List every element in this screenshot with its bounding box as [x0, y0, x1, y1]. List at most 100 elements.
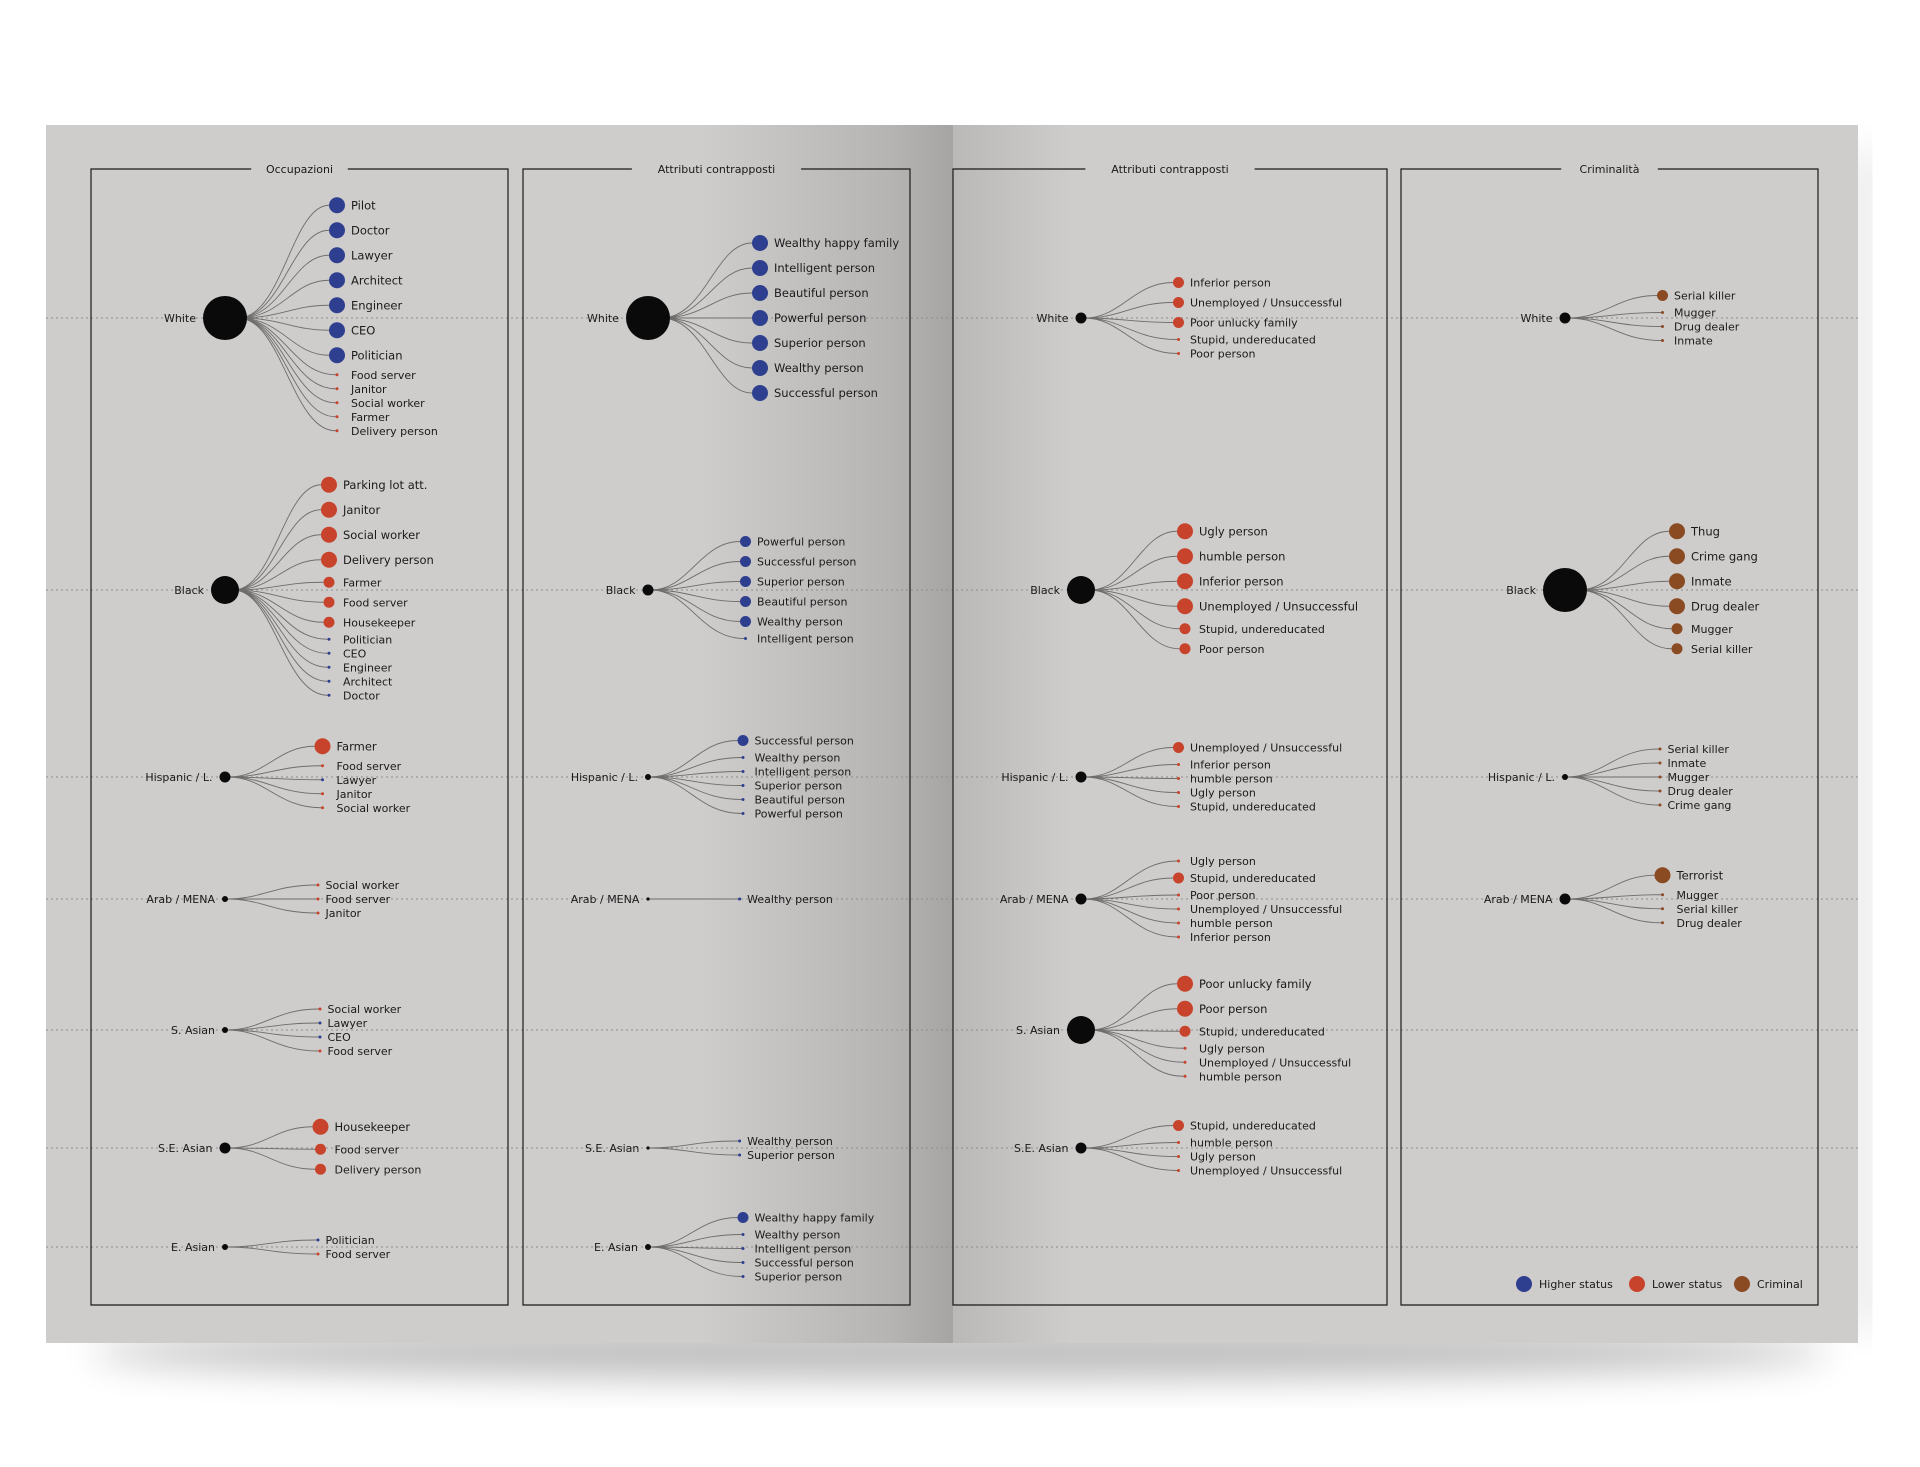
- leaf-label: Poor person: [1190, 348, 1255, 361]
- leaf-label: Successful person: [755, 735, 854, 748]
- root-node: [222, 1027, 228, 1033]
- leaf-dot: [1173, 742, 1184, 753]
- leaf-dot: [321, 526, 337, 543]
- leaf-label: Serial killer: [1674, 290, 1736, 303]
- leaf-label: Terrorist: [1676, 868, 1724, 882]
- leaf-label: Ugly person: [1190, 1151, 1256, 1164]
- leaf-label: Ugly person: [1190, 787, 1256, 800]
- branch-line: [649, 1217, 738, 1248]
- branch-line: [1084, 1125, 1174, 1149]
- page-edge-shadow: [1857, 150, 1871, 1330]
- branch-line: [1578, 589, 1672, 650]
- group: Successful person Wealthy personIntellige…: [571, 735, 854, 821]
- group-label: White: [164, 312, 196, 325]
- leaf-label: Powerful person: [757, 536, 845, 549]
- leaf-dot: [752, 335, 768, 351]
- leaf-label: Doctor: [343, 689, 380, 702]
- leaf-dot: [752, 285, 768, 301]
- group-label: Arab / MENA: [1000, 893, 1069, 906]
- leaf-dot: [741, 1247, 745, 1250]
- branch-line: [661, 317, 753, 369]
- leaf-label: Parking lot att.: [343, 478, 427, 492]
- branch-line: [1568, 898, 1662, 924]
- leaf-dot: [1177, 598, 1193, 615]
- leaf-dot: [737, 735, 749, 746]
- leaf-label: Politician: [351, 348, 403, 362]
- group-label: White: [587, 312, 619, 325]
- branch-line: [1566, 776, 1659, 806]
- legend-label: Criminal: [1757, 1278, 1803, 1291]
- group-label: E. Asian: [594, 1241, 638, 1254]
- group-label: Black: [174, 584, 204, 597]
- leaf-label: Housekeeper: [343, 616, 416, 629]
- leaf-label: Engineer: [351, 298, 402, 312]
- leaf-label: Stupid, undereducated: [1190, 334, 1316, 347]
- leaf-dot: [752, 385, 768, 401]
- leaf-dot: [1669, 573, 1685, 590]
- leaf-label: Food server: [328, 1045, 393, 1058]
- leaf-dot: [321, 778, 324, 782]
- leaf-label: Janitor: [342, 503, 380, 517]
- leaf-dot: [335, 429, 339, 433]
- branch-line: [238, 317, 330, 331]
- branch-line: [1089, 1029, 1184, 1077]
- leaf-dot: [738, 1153, 742, 1157]
- root-node: [645, 774, 651, 780]
- branch-line: [1084, 282, 1174, 319]
- leaf-label: Wealthy person: [757, 616, 843, 629]
- leaf-label: humble person: [1199, 549, 1285, 563]
- leaf-label: Crime gang: [1691, 549, 1758, 563]
- branch-line: [228, 745, 315, 778]
- leaf-dot: [1658, 803, 1662, 807]
- leaf-dot: [312, 1118, 329, 1135]
- leaf-label: Unemployed / Unsuccessful: [1190, 297, 1342, 310]
- leaf-dot: [327, 693, 331, 697]
- leaf-dot: [1179, 1025, 1191, 1037]
- leaf-dot: [1177, 893, 1180, 897]
- leaf-label: Powerful person: [774, 311, 866, 325]
- leaf-label: Stupid, undereducated: [1199, 1025, 1325, 1038]
- branch-line: [233, 484, 322, 591]
- leaf-dot: [1177, 805, 1180, 808]
- group: Powerful person Successful person Superior…: [606, 536, 857, 646]
- branch-line: [1578, 589, 1670, 607]
- branch-line: [238, 229, 330, 319]
- leaf-dot: [740, 536, 751, 547]
- leaf-dot: [327, 665, 331, 669]
- root-node: [1075, 312, 1087, 324]
- leaf-label: Inmate: [1691, 574, 1732, 588]
- leaf-dot: [323, 576, 335, 588]
- leaf-label: Intelligent person: [774, 261, 875, 275]
- branch-line: [661, 292, 753, 319]
- branch-line: [1089, 1008, 1178, 1031]
- leaf-label: humble person: [1199, 1070, 1282, 1083]
- branch-line: [228, 1147, 316, 1170]
- panel: OccupazioniPilotDoctorLawyerArchitectEng…: [90, 163, 509, 1306]
- branch-line: [651, 589, 745, 639]
- panel: Attributi contrapposti Wealthy happy fami…: [522, 163, 911, 1306]
- root-node: [222, 896, 228, 902]
- leaf-label: CEO: [351, 323, 375, 337]
- leaf-dot: [1177, 859, 1180, 863]
- leaf-dot: [1177, 975, 1193, 992]
- leaf-dot: [741, 1275, 745, 1278]
- gutter-shadow-right: [953, 125, 1073, 1343]
- panel-frame: [952, 168, 1388, 1306]
- leaf-dot: [329, 222, 345, 239]
- group-label: White: [1521, 312, 1553, 325]
- leaf-dot: [314, 738, 331, 755]
- branch-line: [649, 740, 738, 778]
- branch-line: [1568, 295, 1658, 319]
- leaf-dot: [1173, 1120, 1184, 1131]
- group-label: Hispanic / L.: [145, 771, 212, 784]
- leaf-label: Beautiful person: [774, 286, 869, 300]
- leaf-dot: [329, 272, 345, 289]
- leaf-label: Inferior person: [1199, 574, 1284, 588]
- leaf-label: Thug: [1690, 524, 1720, 538]
- leaf-label: Superior person: [755, 1271, 843, 1284]
